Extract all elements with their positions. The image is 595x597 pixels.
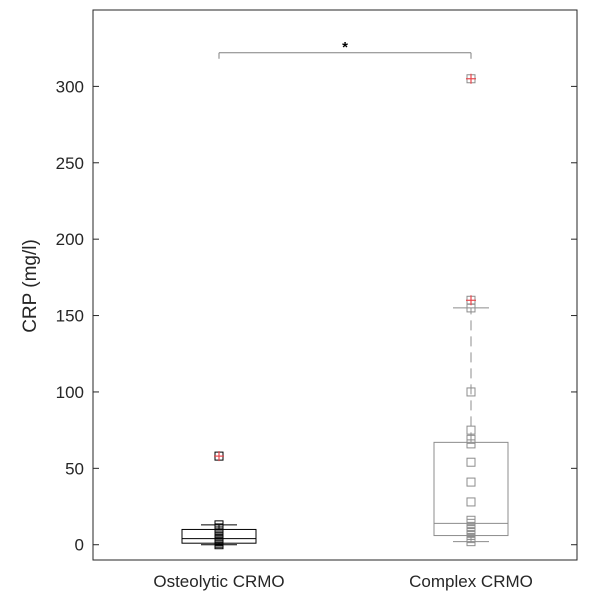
box-iqr bbox=[181, 528, 257, 544]
data-point bbox=[466, 515, 476, 525]
y-tick-label: 300 bbox=[56, 77, 84, 96]
plot-area-frame bbox=[92, 9, 578, 561]
data-point bbox=[466, 434, 476, 444]
y-tick-label: 0 bbox=[75, 536, 84, 555]
x-tick-label: Osteolytic CRMO bbox=[153, 572, 284, 591]
data-point bbox=[214, 529, 224, 539]
data-point bbox=[466, 387, 476, 397]
y-axis-label: CRP (mg/l) bbox=[20, 239, 41, 333]
data-point bbox=[466, 477, 476, 487]
data-point bbox=[214, 520, 224, 530]
data-point bbox=[466, 497, 476, 507]
significance-label: * bbox=[342, 39, 348, 56]
y-tick-label: 50 bbox=[65, 459, 84, 478]
x-axis-tick-labels: Osteolytic CRMO Complex CRMO bbox=[153, 572, 533, 591]
box-iqr bbox=[433, 441, 509, 537]
data-point bbox=[466, 524, 476, 534]
data-points bbox=[214, 73, 476, 550]
y-tick-label: 150 bbox=[56, 307, 84, 326]
y-tick-label: 250 bbox=[56, 154, 84, 173]
data-point bbox=[466, 457, 476, 467]
significance-bracket: * bbox=[218, 39, 472, 59]
box-series bbox=[181, 307, 509, 546]
data-point bbox=[466, 425, 476, 435]
y-axis-ticks: 0 50 100 150 200 250 300 bbox=[56, 77, 577, 555]
data-point bbox=[466, 439, 476, 449]
y-tick-label: 200 bbox=[56, 230, 84, 249]
y-tick-label: 100 bbox=[56, 383, 84, 402]
x-tick-label: Complex CRMO bbox=[409, 572, 533, 591]
